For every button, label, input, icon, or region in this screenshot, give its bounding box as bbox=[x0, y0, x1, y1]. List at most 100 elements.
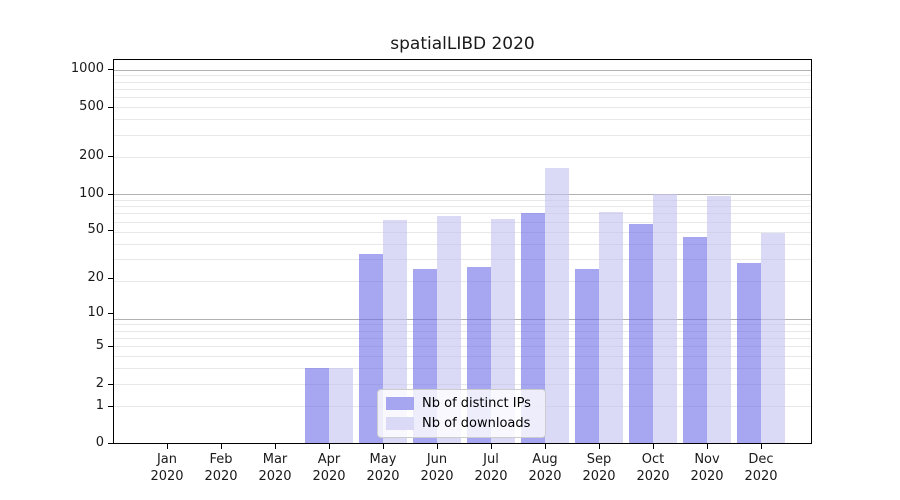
gridline-minor bbox=[114, 81, 811, 83]
y-axis-tick-mark bbox=[108, 405, 113, 407]
x-axis-tick-label-apr: Apr 2020 bbox=[301, 451, 357, 485]
year-label: 2020 bbox=[420, 469, 454, 484]
x-axis-tick-mark bbox=[707, 444, 708, 449]
x-axis-tick-label-mar: Mar 2020 bbox=[247, 451, 303, 485]
year-label: 2020 bbox=[204, 469, 238, 484]
x-axis-tick-mark bbox=[167, 444, 168, 449]
gridline-minor bbox=[114, 156, 811, 158]
y-axis-tick-mark bbox=[108, 278, 113, 280]
month-label: Aug bbox=[532, 452, 558, 467]
x-axis-tick-mark bbox=[653, 444, 654, 449]
bar-downloads-nov bbox=[707, 195, 731, 443]
gridline-minor bbox=[114, 119, 811, 120]
x-axis-tick-mark bbox=[761, 444, 762, 449]
year-label: 2020 bbox=[690, 469, 724, 484]
x-axis-tick-mark bbox=[221, 444, 222, 449]
y-axis-tick-mark bbox=[108, 313, 113, 315]
y-axis-tick-mark bbox=[108, 156, 113, 158]
y-axis-tick-label: 1 bbox=[95, 397, 104, 413]
y-axis-tick-mark bbox=[108, 230, 113, 232]
year-label: 2020 bbox=[582, 469, 616, 484]
y-axis-tick-mark bbox=[108, 383, 113, 385]
legend-item-distinct-ips: Nb of distinct IPs bbox=[386, 393, 537, 414]
x-axis-tick-label-aug: Aug 2020 bbox=[517, 451, 573, 485]
month-label: Feb bbox=[209, 452, 233, 467]
bar-distinct-ips-dec bbox=[737, 262, 761, 443]
month-label: Jun bbox=[426, 452, 448, 467]
month-label: May bbox=[369, 452, 397, 467]
x-axis-tick-label-oct: Oct 2020 bbox=[625, 451, 681, 485]
y-axis-tick-mark bbox=[108, 69, 113, 71]
bar-downloads-oct bbox=[653, 193, 677, 443]
y-axis-tick-mark bbox=[108, 193, 113, 195]
y-axis-tick-label: 0 bbox=[95, 435, 104, 450]
legend-item-downloads: Nb of downloads bbox=[386, 414, 537, 435]
y-axis-tick-label: 50 bbox=[87, 222, 104, 238]
gridline-major bbox=[114, 69, 811, 71]
bar-distinct-ips-oct bbox=[629, 223, 653, 443]
y-axis-tick-mark bbox=[108, 346, 113, 348]
y-axis-tick-mark bbox=[108, 443, 113, 444]
gridline-minor bbox=[114, 199, 811, 201]
gridline-minor bbox=[114, 107, 811, 108]
year-label: 2020 bbox=[744, 469, 778, 484]
x-axis-tick-mark bbox=[545, 444, 546, 449]
year-label: 2020 bbox=[258, 469, 292, 484]
month-label: Dec bbox=[748, 452, 774, 467]
y-axis-tick-label: 1000 bbox=[70, 61, 104, 77]
x-axis-tick-label-jan: Jan 2020 bbox=[139, 451, 195, 485]
gridline-minor bbox=[114, 221, 811, 223]
chart-title: spatialLIBD 2020 bbox=[390, 34, 535, 54]
gridline-minor bbox=[114, 75, 811, 77]
year-label: 2020 bbox=[528, 469, 562, 484]
gridline-minor bbox=[114, 243, 811, 245]
gridline-minor bbox=[114, 134, 811, 136]
y-axis-tick-label: 200 bbox=[79, 148, 104, 164]
gridline-minor bbox=[114, 97, 811, 99]
legend-label-downloads: Nb of downloads bbox=[422, 416, 531, 432]
x-axis-tick-mark bbox=[383, 444, 384, 449]
legend-swatch-downloads bbox=[386, 417, 414, 431]
bar-distinct-ips-apr bbox=[305, 368, 329, 443]
gridline-minor bbox=[114, 346, 811, 348]
y-axis-tick-label: 2 bbox=[95, 375, 104, 391]
gridline-minor bbox=[114, 88, 811, 90]
x-axis-tick-mark bbox=[437, 444, 438, 449]
gridline-minor bbox=[114, 206, 811, 208]
gridline-minor bbox=[114, 213, 811, 215]
month-label: Nov bbox=[694, 452, 720, 467]
bar-downloads-apr bbox=[329, 368, 353, 443]
month-label: Jan bbox=[156, 452, 178, 467]
x-axis-tick-mark bbox=[599, 444, 600, 449]
y-axis-tick-label: 10 bbox=[87, 305, 104, 321]
bar-distinct-ips-sep bbox=[575, 269, 599, 443]
gridline-minor bbox=[114, 259, 811, 261]
bar-distinct-ips-nov bbox=[683, 237, 707, 443]
x-axis-tick-mark bbox=[491, 444, 492, 449]
year-label: 2020 bbox=[150, 469, 184, 484]
year-label: 2020 bbox=[636, 469, 670, 484]
month-label: Jul bbox=[483, 452, 499, 467]
gridline-minor bbox=[114, 330, 811, 332]
y-axis-tick-mark bbox=[108, 106, 113, 108]
year-label: 2020 bbox=[366, 469, 400, 484]
gridline-major bbox=[114, 318, 811, 320]
y-axis-tick-label: 100 bbox=[79, 185, 104, 201]
x-axis-tick-label-feb: Feb 2020 bbox=[193, 451, 249, 485]
gridline-minor bbox=[114, 281, 811, 282]
y-axis-tick-label: 20 bbox=[87, 270, 104, 286]
legend-swatch-distinct-ips bbox=[386, 396, 414, 410]
gridline-minor bbox=[114, 356, 811, 357]
x-axis-tick-label-may: May 2020 bbox=[355, 451, 411, 485]
y-axis-tick-label: 500 bbox=[79, 98, 104, 114]
gridline-minor bbox=[114, 383, 811, 385]
gridline-minor bbox=[114, 324, 811, 326]
month-label: Apr bbox=[317, 452, 341, 467]
year-label: 2020 bbox=[312, 469, 346, 484]
bar-downloads-aug bbox=[545, 168, 569, 443]
legend: Nb of distinct IPs Nb of downloads bbox=[377, 389, 546, 438]
month-label: Sep bbox=[586, 452, 612, 467]
x-axis-tick-label-jul: Jul 2020 bbox=[463, 451, 519, 485]
y-axis-tick-label: 5 bbox=[95, 338, 104, 354]
year-label: 2020 bbox=[474, 469, 508, 484]
